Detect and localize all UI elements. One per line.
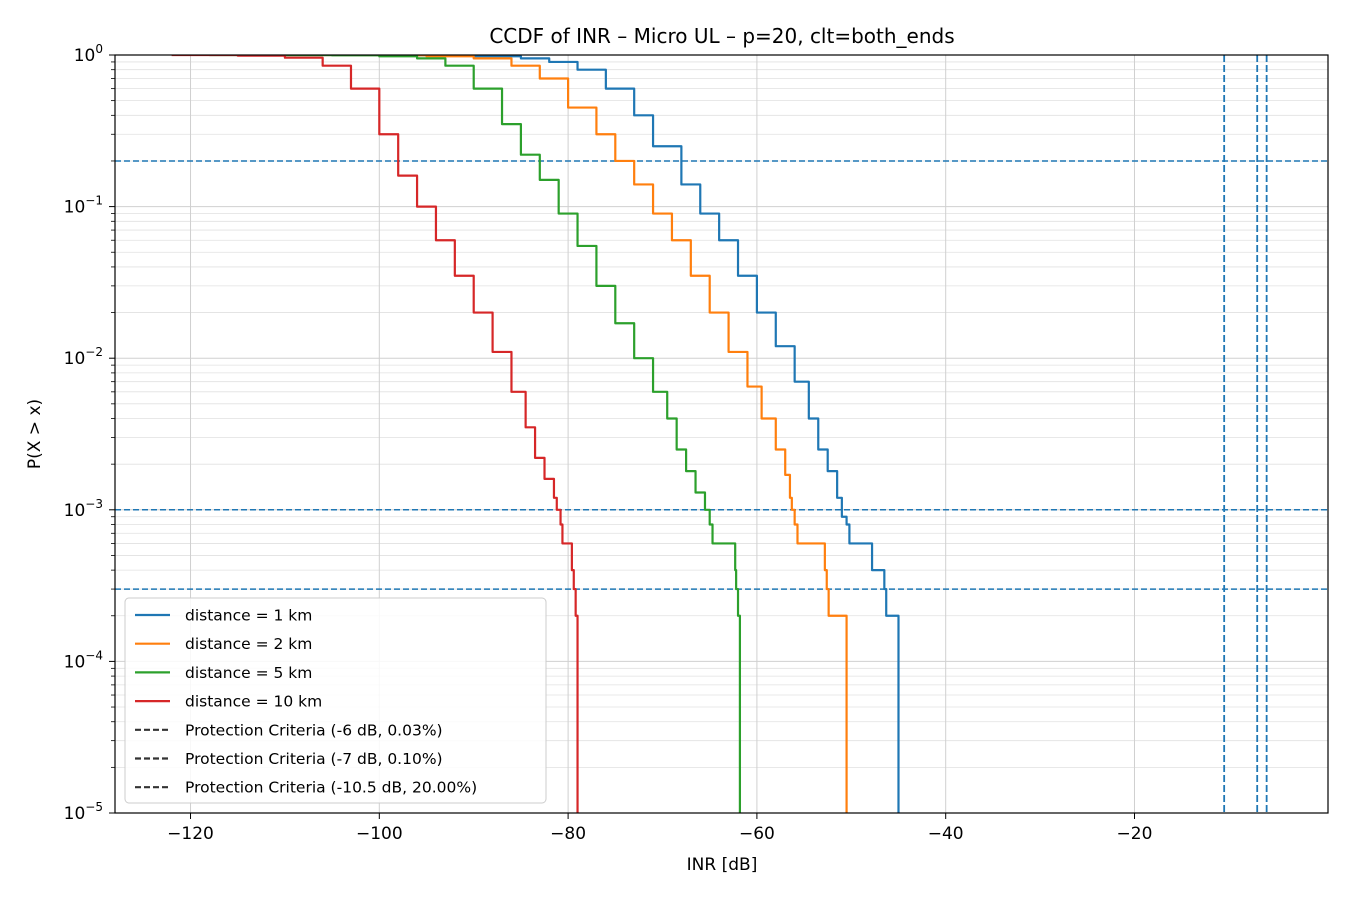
y-tick-label: 100 — [74, 42, 103, 66]
y-tick-label: 10−4 — [64, 648, 103, 672]
y-tick-label: 10−5 — [64, 800, 103, 824]
legend-label: distance = 5 km — [185, 664, 312, 682]
legend-label: Protection Criteria (-10.5 dB, 20.00%) — [185, 779, 477, 797]
legend-box — [124, 597, 547, 804]
y-tick-label: 10−2 — [64, 345, 103, 369]
series-line-1 — [275, 55, 900, 813]
x-tick-label: −40 — [928, 824, 964, 844]
data-series — [171, 55, 900, 813]
plot-frame — [114, 54, 1329, 814]
legend: distance = 1 km distance = 2 km distance =… — [124, 597, 547, 804]
y-tick-label: 10−3 — [64, 497, 103, 521]
chart-title: CCDF of INR – Micro UL – p=20, clt=both_… — [489, 24, 954, 48]
series-line-2 — [237, 55, 848, 813]
y-tick-label: 10−1 — [64, 194, 103, 218]
y-axis-ticks: 100 10−1 10−2 10−3 10−4 10−5 — [64, 42, 115, 824]
x-axis-ticks: −120 −100 −80 −60 −40 −20 — [167, 813, 1152, 844]
legend-label: distance = 1 km — [185, 607, 312, 625]
x-tick-label: −80 — [550, 824, 586, 844]
x-tick-label: −100 — [356, 824, 403, 844]
x-tick-label: −60 — [739, 824, 775, 844]
series-line-4 — [171, 55, 579, 813]
legend-label: distance = 2 km — [185, 635, 312, 653]
legend-label: Protection Criteria (-7 dB, 0.10%) — [185, 750, 443, 768]
legend-label: distance = 10 km — [185, 693, 322, 711]
x-axis-label: INR [dB] — [687, 855, 758, 875]
y-axis-label: P(X > x) — [25, 399, 45, 469]
series-line-3 — [209, 55, 742, 813]
legend-label: Protection Criteria (-6 dB, 0.03%) — [185, 721, 443, 739]
protection-criteria-lines — [115, 55, 1328, 813]
x-tick-label: −120 — [167, 824, 214, 844]
x-tick-label: −20 — [1117, 824, 1153, 844]
